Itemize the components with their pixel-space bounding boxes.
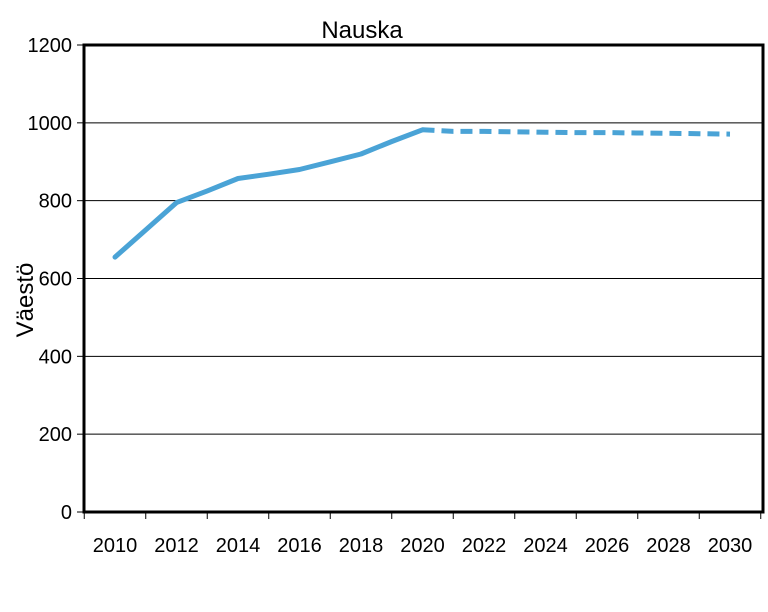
gridlines — [84, 122, 763, 435]
chart-title: Nauska — [321, 17, 403, 44]
x-tick-label: 2014 — [216, 535, 261, 557]
series-line-actual — [112, 127, 425, 260]
x-tick-label: 2012 — [154, 535, 199, 557]
x-tick-label: 2010 — [93, 535, 138, 557]
x-tick-label: 2030 — [708, 535, 753, 557]
x-tick-label: 2016 — [277, 535, 322, 557]
y-tick-label: 600 — [39, 269, 72, 291]
series-lines — [112, 127, 731, 260]
x-tick-label: 2020 — [400, 535, 445, 557]
y-axis-ticks: 0 200 400 600 800 1000 1200 — [28, 35, 84, 524]
y-tick-label: 200 — [39, 424, 72, 446]
x-tick-label: 2018 — [339, 535, 384, 557]
y-tick-label: 400 — [39, 346, 72, 368]
y-tick-label: 1000 — [28, 113, 73, 135]
x-tick-label: 2026 — [585, 535, 630, 557]
y-tick-label: 1200 — [28, 35, 73, 57]
y-axis-title: Väestö — [12, 263, 39, 338]
x-tick-label: 2028 — [646, 535, 691, 557]
x-axis-ticks: 2010 2012 2014 2016 2018 2020 2022 2024 2026 2028… — [83, 512, 762, 557]
y-tick-label: 0 — [61, 502, 72, 524]
series-line-projection — [422, 127, 731, 137]
y-tick-label: 800 — [39, 191, 72, 213]
x-tick-label: 2022 — [462, 535, 507, 557]
x-tick-label: 2024 — [523, 535, 568, 557]
